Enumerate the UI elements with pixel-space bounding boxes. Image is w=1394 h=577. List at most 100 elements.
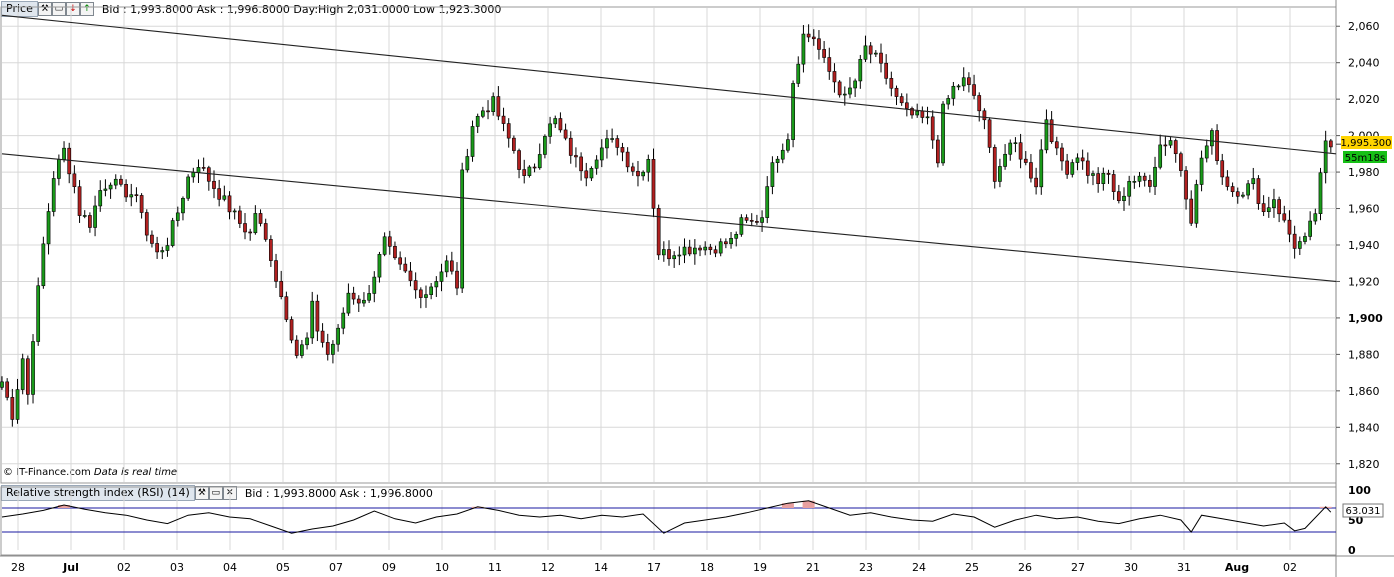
candle-body[interactable] — [687, 246, 692, 255]
candle-body[interactable] — [1277, 199, 1281, 215]
candle-body[interactable] — [217, 188, 222, 200]
candle-body[interactable] — [1060, 147, 1064, 162]
candle-body[interactable] — [222, 195, 227, 200]
candle-body[interactable] — [972, 84, 976, 96]
candle-body[interactable] — [801, 33, 806, 65]
candle-body[interactable] — [1049, 119, 1054, 143]
candle-body[interactable] — [713, 249, 718, 254]
candle-body[interactable] — [103, 188, 108, 191]
candle-body[interactable] — [941, 103, 945, 164]
candle-body[interactable] — [31, 341, 35, 395]
candle-body[interactable] — [915, 110, 920, 116]
candle-body[interactable] — [1241, 194, 1245, 197]
candle-body[interactable] — [1168, 140, 1173, 146]
candle-body[interactable] — [1266, 207, 1271, 213]
candle-body[interactable] — [93, 205, 97, 228]
candle-body[interactable] — [356, 298, 361, 304]
candle-body[interactable] — [15, 389, 20, 420]
candle-body[interactable] — [418, 289, 423, 298]
candle-body[interactable] — [465, 156, 470, 171]
candle-body[interactable] — [398, 257, 402, 265]
candle-body[interactable] — [543, 136, 547, 155]
candle-body[interactable] — [987, 119, 992, 148]
price-plot[interactable] — [0, 14, 1337, 427]
candle-body[interactable] — [206, 167, 211, 182]
candle-body[interactable] — [899, 96, 904, 104]
candle-body[interactable] — [817, 38, 821, 50]
candle-body[interactable] — [842, 93, 847, 96]
candle-body[interactable] — [1029, 162, 1033, 179]
candle-body[interactable] — [1173, 140, 1178, 155]
candle-body[interactable] — [718, 241, 723, 254]
candle-body[interactable] — [879, 52, 883, 64]
candle-body[interactable] — [868, 45, 873, 55]
candle-body[interactable] — [537, 154, 542, 169]
candle-body[interactable] — [1034, 177, 1038, 188]
candle-body[interactable] — [827, 57, 832, 72]
candle-body[interactable] — [863, 45, 868, 60]
candle-body[interactable] — [786, 139, 790, 151]
candle-body[interactable] — [967, 77, 971, 85]
candle-body[interactable] — [1091, 173, 1095, 176]
candle-body[interactable] — [501, 115, 506, 124]
candle-body[interactable] — [1085, 160, 1090, 176]
candle-body[interactable] — [336, 327, 340, 345]
candle-body[interactable] — [1127, 181, 1132, 197]
candle-body[interactable] — [884, 62, 889, 79]
candle-body[interactable] — [1235, 191, 1240, 197]
candle-body[interactable] — [853, 80, 857, 89]
candle-body[interactable] — [387, 236, 392, 247]
candle-body[interactable] — [527, 166, 532, 176]
candle-body[interactable] — [26, 358, 30, 395]
candle-body[interactable] — [558, 118, 563, 131]
candle-body[interactable] — [672, 255, 677, 260]
candle-body[interactable] — [708, 246, 713, 251]
candle-body[interactable] — [227, 195, 232, 213]
candle-body[interactable] — [599, 147, 604, 161]
candle-body[interactable] — [403, 263, 408, 272]
candle-body[interactable] — [1101, 172, 1106, 184]
candle-body[interactable] — [982, 110, 987, 121]
candle-body[interactable] — [1261, 203, 1266, 213]
candle-body[interactable] — [300, 344, 304, 356]
candle-body[interactable] — [258, 213, 263, 224]
candle-body[interactable] — [1199, 157, 1204, 185]
candle-body[interactable] — [10, 397, 15, 420]
candle-body[interactable] — [1018, 142, 1023, 160]
candle-body[interactable] — [822, 49, 826, 58]
candle-body[interactable] — [1075, 157, 1080, 163]
candle-body[interactable] — [294, 339, 299, 356]
candle-body[interactable] — [961, 77, 966, 87]
candle-body[interactable] — [946, 98, 951, 105]
candle-body[interactable] — [67, 147, 72, 175]
candle-body[interactable] — [248, 231, 253, 234]
candle-body[interactable] — [196, 167, 201, 173]
candle-body[interactable] — [998, 166, 1002, 182]
candle-body[interactable] — [351, 292, 356, 300]
candle-body[interactable] — [1179, 153, 1183, 171]
candle-body[interactable] — [522, 169, 527, 176]
candle-body[interactable] — [212, 180, 216, 189]
candle-body[interactable] — [1251, 178, 1256, 185]
candle-body[interactable] — [904, 102, 909, 109]
candle-body[interactable] — [506, 123, 511, 139]
candle-body[interactable] — [1194, 184, 1199, 224]
candle-body[interactable] — [930, 116, 935, 141]
candle-body[interactable] — [780, 149, 785, 160]
candle-body[interactable] — [563, 129, 568, 139]
candle-body[interactable] — [434, 281, 439, 288]
candle-body[interactable] — [1163, 144, 1168, 147]
arrow-up-icon[interactable]: ↑ — [79, 2, 94, 16]
candle-body[interactable] — [517, 150, 521, 170]
candle-body[interactable] — [253, 213, 258, 234]
candle-body[interactable] — [641, 171, 645, 177]
candle-body[interactable] — [925, 116, 930, 119]
candle-body[interactable] — [791, 83, 795, 140]
candle-body[interactable] — [165, 245, 170, 251]
candle-body[interactable] — [486, 110, 490, 113]
candle-body[interactable] — [315, 300, 320, 332]
candle-body[interactable] — [139, 195, 144, 213]
candle-body[interactable] — [429, 286, 434, 295]
candle-body[interactable] — [749, 220, 754, 222]
candle-body[interactable] — [667, 249, 671, 260]
